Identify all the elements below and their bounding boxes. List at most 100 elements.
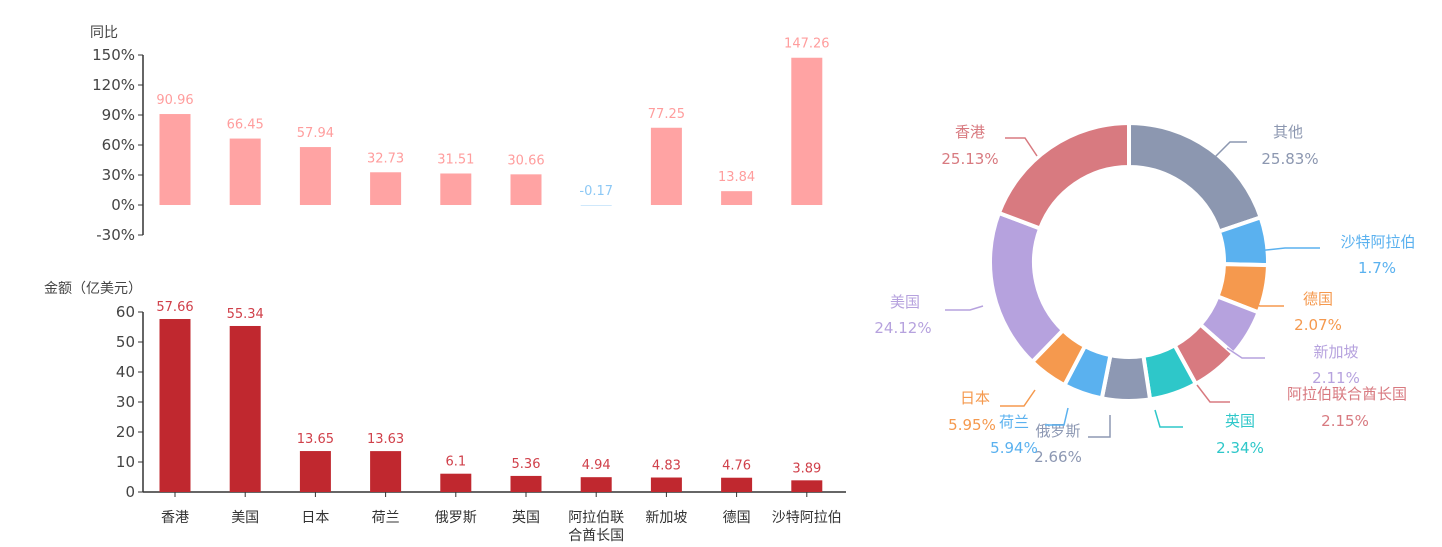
data-label: 5.36 xyxy=(512,457,541,472)
data-label: 57.94 xyxy=(297,126,334,141)
donut-slice xyxy=(1127,120,1264,235)
slice-name-label: 新加坡 xyxy=(1313,343,1358,361)
slice-percent-label: 25.83% xyxy=(1261,150,1318,168)
slice-percent-label: 2.66% xyxy=(1034,448,1082,466)
x-tick-label: 英国 xyxy=(512,509,540,526)
slice-name-label: 俄罗斯 xyxy=(1035,422,1080,440)
bar xyxy=(650,127,682,205)
data-label: 31.51 xyxy=(437,152,474,167)
y-tick-label: 20 xyxy=(116,423,135,441)
slice-percent-label: 24.12% xyxy=(874,319,931,337)
y-tick-label: 0 xyxy=(125,483,135,501)
slice-name-label: 香港 xyxy=(955,123,985,141)
y-tick-label: 0% xyxy=(111,196,135,214)
slice-percent-label: 2.07% xyxy=(1294,316,1342,334)
y-tick-label: 60% xyxy=(102,136,135,154)
x-tick-label: 日本 xyxy=(301,510,329,526)
data-label: 4.83 xyxy=(652,459,681,474)
slice-percent-label: 5.95% xyxy=(948,416,996,434)
bar xyxy=(721,191,753,205)
y-tick-label: 30 xyxy=(116,393,135,411)
y-tick-label: 60 xyxy=(116,303,135,321)
bar xyxy=(721,477,753,492)
slice-name-label: 英国 xyxy=(1225,412,1255,430)
data-label: 32.73 xyxy=(367,151,404,166)
data-label: 13.65 xyxy=(297,432,334,447)
slice-name-label: 日本 xyxy=(960,389,990,407)
data-label: 57.66 xyxy=(156,300,193,315)
yoy-axis-title: 同比 xyxy=(90,25,118,41)
x-tick-label: 俄罗斯 xyxy=(435,510,477,526)
bar xyxy=(159,114,191,205)
y-tick-label: -30% xyxy=(96,226,135,244)
slice-percent-label: 2.11% xyxy=(1312,369,1360,387)
label-leader-line xyxy=(1000,389,1036,407)
x-tick-label: 香港 xyxy=(161,510,189,526)
data-label: 4.94 xyxy=(582,458,611,473)
data-label: 90.96 xyxy=(156,93,193,108)
data-label: 30.66 xyxy=(507,153,544,168)
bar xyxy=(370,172,402,205)
x-tick-label: 合酋长国 xyxy=(568,527,624,544)
data-label: 4.76 xyxy=(722,459,751,474)
slice-percent-label: 25.13% xyxy=(941,150,998,168)
label-leader-line xyxy=(1226,347,1265,359)
bar xyxy=(370,451,402,492)
bar xyxy=(791,57,823,205)
x-tick-label: 德国 xyxy=(723,510,751,526)
bar xyxy=(159,319,191,492)
y-tick-label: 10 xyxy=(116,453,135,471)
label-leader-line xyxy=(1154,409,1183,428)
y-tick-label: 120% xyxy=(92,76,135,94)
bar xyxy=(229,325,261,492)
slice-percent-label: 2.34% xyxy=(1216,439,1264,457)
bar xyxy=(440,473,472,492)
bar xyxy=(510,475,542,492)
label-leader-line xyxy=(1244,301,1284,307)
data-label: 13.63 xyxy=(367,432,404,447)
bar xyxy=(650,477,682,492)
slice-name-label: 其他 xyxy=(1273,123,1303,141)
y-tick-label: 50 xyxy=(116,333,135,351)
slice-name-label: 美国 xyxy=(890,293,920,311)
bar xyxy=(580,477,612,492)
bar xyxy=(580,205,612,206)
x-tick-label: 阿拉伯联 xyxy=(568,510,624,526)
y-tick-label: 90% xyxy=(102,106,135,124)
data-label: -0.17 xyxy=(579,184,613,199)
x-tick-label: 沙特阿拉伯 xyxy=(772,510,842,526)
bar xyxy=(510,174,542,205)
slice-name-label: 沙特阿拉伯 xyxy=(1340,233,1415,251)
data-label: 77.25 xyxy=(648,107,685,122)
slice-name-label: 阿拉伯联合酋长国 xyxy=(1287,385,1407,403)
donut-slice xyxy=(988,210,1066,365)
label-leader-line xyxy=(1246,247,1320,253)
bar xyxy=(440,173,472,205)
data-label: 6.1 xyxy=(445,455,466,470)
data-label: 13.84 xyxy=(718,170,755,185)
slice-percent-label: 5.94% xyxy=(990,439,1038,457)
y-tick-label: 30% xyxy=(102,166,135,184)
donut-slice xyxy=(996,120,1131,232)
slice-percent-label: 2.15% xyxy=(1321,412,1369,430)
slice-name-label: 荷兰 xyxy=(999,413,1029,431)
label-leader-line xyxy=(1196,384,1230,403)
slice-percent-label: 1.7% xyxy=(1358,259,1396,277)
y-tick-label: 150% xyxy=(92,46,135,64)
data-label: 55.34 xyxy=(227,307,264,322)
label-leader-line xyxy=(945,305,984,311)
data-label: 66.45 xyxy=(227,118,264,133)
data-label: 3.89 xyxy=(792,461,821,476)
bar xyxy=(229,138,261,205)
data-label: 147.26 xyxy=(784,37,830,52)
x-tick-label: 新加坡 xyxy=(645,510,687,526)
label-leader-line xyxy=(1088,415,1111,438)
bar xyxy=(299,451,331,492)
x-tick-label: 美国 xyxy=(231,510,259,526)
bar xyxy=(299,147,331,205)
slice-name-label: 德国 xyxy=(1303,290,1333,308)
label-leader-line xyxy=(1214,141,1247,158)
y-tick-label: 40 xyxy=(116,363,135,381)
label-leader-line xyxy=(1045,407,1069,426)
